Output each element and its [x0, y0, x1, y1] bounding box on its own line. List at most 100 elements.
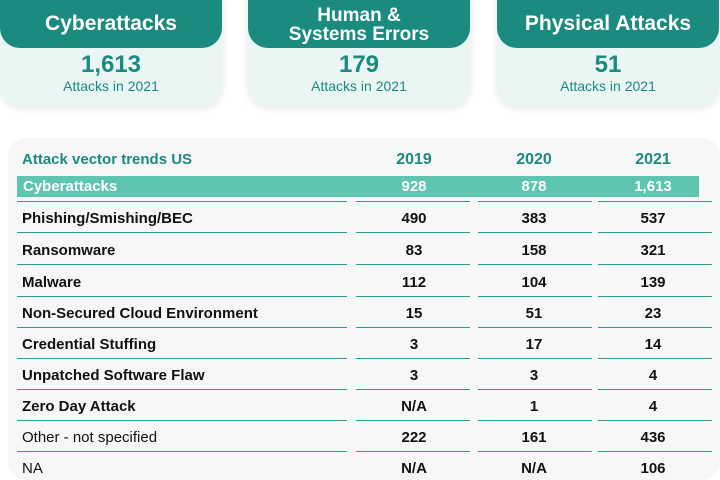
row-divider — [478, 389, 592, 390]
table-row: NA N/A N/A 106 — [0, 453, 720, 480]
row-divider — [17, 451, 347, 452]
table-header-2021: 2021 — [635, 151, 671, 168]
card-physical-attacks: Physical Attacks 51 Attacks in 2021 — [497, 0, 719, 106]
row-label: Phishing/Smishing/BEC — [22, 210, 193, 227]
cell-2019: 112 — [401, 274, 427, 291]
row-divider — [356, 358, 470, 359]
cell-2021: 23 — [644, 305, 662, 322]
row-label: Credential Stuffing — [22, 336, 157, 353]
card-title: Physical Attacks — [497, 0, 719, 48]
table-row: Other - not specified 222 161 436 — [0, 422, 720, 453]
row-divider — [478, 327, 592, 328]
card-subtitle: Attacks in 2021 — [63, 78, 159, 94]
row-divider — [356, 420, 470, 421]
row-label: Zero Day Attack — [22, 398, 136, 415]
row-divider — [356, 201, 470, 202]
cell-2020: 104 — [521, 274, 547, 291]
row-divider — [17, 389, 347, 390]
table-header-2019: 2019 — [396, 151, 432, 168]
row-divider — [598, 201, 712, 202]
row-divider — [17, 232, 347, 233]
table-row: Non-Secured Cloud Environment 15 51 23 — [0, 298, 720, 329]
card-title-line2: Systems Errors — [288, 24, 430, 45]
cell-2019: N/A — [401, 398, 427, 415]
cell-2021: 436 — [640, 429, 666, 446]
row-divider — [356, 264, 470, 265]
highlight-2020: 878 — [521, 178, 547, 195]
row-label: Ransomware — [22, 242, 116, 259]
row-divider — [478, 201, 592, 202]
table-row: Zero Day Attack N/A 1 4 — [0, 391, 720, 422]
cell-2020: 51 — [525, 305, 543, 322]
table-row: Phishing/Smishing/BEC 490 383 537 — [0, 203, 720, 234]
row-divider — [478, 420, 592, 421]
row-divider — [478, 232, 592, 233]
row-label: Malware — [22, 274, 82, 291]
cell-2020: 17 — [525, 336, 543, 353]
cell-2019: 3 — [409, 336, 419, 353]
row-label: Unpatched Software Flaw — [22, 367, 205, 384]
cell-2020: 1 — [529, 398, 539, 415]
highlight-label: Cyberattacks — [23, 178, 118, 195]
highlight-2021: 1,613 — [634, 178, 672, 195]
cell-2019: 3 — [409, 367, 419, 384]
cell-2021: 4 — [648, 398, 658, 415]
row-divider — [17, 264, 347, 265]
cell-2019: 15 — [405, 305, 423, 322]
card-human-systems-errors: Human & Systems Errors 179 Attacks in 20… — [248, 0, 470, 106]
row-divider — [598, 296, 712, 297]
row-divider — [598, 389, 712, 390]
row-divider — [598, 451, 712, 452]
cell-2021: 537 — [640, 210, 666, 227]
cell-2020: 383 — [521, 210, 547, 227]
cell-2021: 106 — [640, 460, 666, 477]
table-row: Malware 112 104 139 — [0, 267, 720, 298]
row-divider — [17, 296, 347, 297]
row-divider — [478, 451, 592, 452]
cell-2021: 139 — [640, 274, 666, 291]
cell-2020: 3 — [529, 367, 539, 384]
row-divider — [598, 232, 712, 233]
table-row: Ransomware 83 158 321 — [0, 235, 720, 266]
table-row: Unpatched Software Flaw 3 3 4 — [0, 360, 720, 391]
row-divider — [478, 358, 592, 359]
table-header-2020: 2020 — [516, 151, 552, 168]
row-label: Other - not specified — [22, 429, 158, 446]
row-divider — [598, 264, 712, 265]
cell-2019: 490 — [401, 210, 427, 227]
row-label: Non-Secured Cloud Environment — [22, 305, 258, 322]
row-divider — [356, 296, 470, 297]
cell-2019: N/A — [401, 460, 427, 477]
row-divider — [17, 327, 347, 328]
row-divider — [356, 451, 470, 452]
card-value: 179 — [338, 51, 380, 78]
row-divider — [17, 201, 347, 202]
row-divider — [17, 420, 347, 421]
table-row: Credential Stuffing 3 17 14 — [0, 329, 720, 360]
card-cyberattacks: Cyberattacks 1,613 Attacks in 2021 — [0, 0, 222, 106]
cell-2020: N/A — [521, 460, 547, 477]
row-divider — [356, 389, 470, 390]
cell-2020: 158 — [521, 242, 547, 259]
card-value: 51 — [594, 51, 622, 78]
cell-2021: 14 — [644, 336, 662, 353]
row-divider — [598, 420, 712, 421]
cell-2019: 83 — [405, 242, 423, 259]
row-divider — [17, 358, 347, 359]
card-title: Cyberattacks — [0, 0, 222, 48]
card-subtitle: Attacks in 2021 — [311, 78, 407, 94]
row-divider — [598, 358, 712, 359]
card-title: Human & Systems Errors — [248, 0, 470, 48]
row-divider — [356, 327, 470, 328]
highlight-2019: 928 — [401, 178, 427, 195]
cell-2021: 4 — [648, 367, 658, 384]
table-header-label: Attack vector trends US — [22, 151, 193, 168]
row-label: NA — [22, 460, 43, 477]
card-value: 1,613 — [80, 51, 142, 78]
cell-2019: 222 — [401, 429, 427, 446]
card-subtitle: Attacks in 2021 — [560, 78, 656, 94]
row-divider — [598, 327, 712, 328]
row-divider — [478, 296, 592, 297]
cell-2021: 321 — [640, 242, 666, 259]
highlight-row: Cyberattacks 928 878 1,613 — [17, 176, 699, 197]
